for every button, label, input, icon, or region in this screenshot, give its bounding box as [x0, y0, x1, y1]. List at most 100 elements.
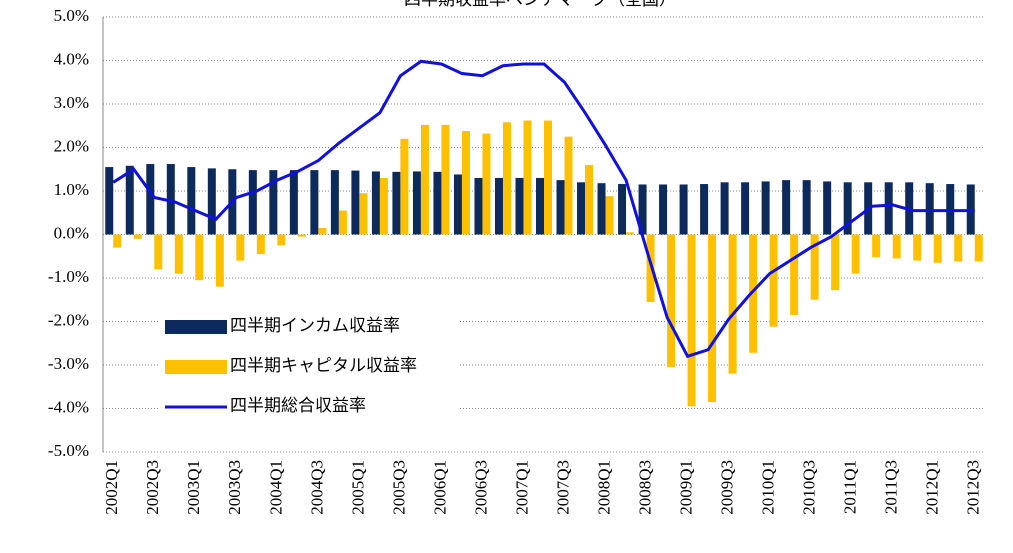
legend-swatch	[165, 360, 227, 374]
bar	[810, 234, 819, 300]
x-tick-label: 2011Q1	[841, 460, 860, 514]
bar	[954, 234, 963, 262]
bar	[605, 196, 614, 235]
bar	[166, 164, 175, 235]
x-tick-label: 2010Q1	[759, 460, 778, 515]
bar	[679, 184, 688, 235]
y-tick-label: 1.0%	[54, 180, 89, 199]
bar	[659, 184, 668, 235]
bar	[728, 234, 737, 374]
bar	[585, 164, 594, 235]
bar	[626, 232, 635, 235]
bar	[248, 170, 257, 235]
bar	[831, 234, 840, 291]
y-tick-label: 4.0%	[54, 49, 89, 68]
y-tick-label: 3.0%	[54, 93, 89, 112]
legend-label: 四半期キャピタル収益率	[230, 356, 417, 375]
bar	[577, 182, 586, 235]
x-tick-label: 2010Q3	[800, 460, 819, 515]
y-tick-label: -1.0%	[48, 267, 89, 286]
bar	[638, 184, 647, 235]
x-tick-label: 2012Q3	[964, 460, 983, 515]
bar	[790, 234, 799, 315]
bar	[420, 124, 429, 235]
bar	[618, 184, 627, 235]
bar	[297, 234, 306, 237]
bar	[338, 210, 347, 235]
x-tick-label: 2011Q3	[882, 460, 901, 514]
x-tick-label: 2003Q1	[184, 460, 203, 515]
x-tick-label: 2004Q1	[266, 460, 285, 515]
bar	[708, 234, 717, 402]
bar	[400, 138, 409, 235]
bar	[207, 168, 216, 235]
line	[112, 59, 975, 359]
bar	[474, 177, 483, 235]
bar	[441, 124, 450, 235]
bar	[154, 234, 163, 270]
bar	[195, 234, 204, 281]
bar	[236, 234, 245, 261]
legend-label: 四半期インカム収益率	[230, 316, 400, 335]
x-tick-label: 2004Q3	[307, 460, 326, 515]
bar	[523, 120, 532, 235]
bar	[892, 234, 901, 259]
bar	[482, 133, 491, 235]
bar	[974, 234, 983, 262]
bar	[359, 193, 368, 235]
bar	[544, 120, 552, 235]
y-tick-label: -4.0%	[48, 397, 89, 416]
x-tick-label: 2005Q3	[389, 460, 408, 515]
chart-title: 四半期収益率ベンチマーク（全国）	[404, 0, 676, 9]
bar	[105, 167, 114, 235]
y-tick-label: -3.0%	[48, 354, 89, 373]
bar	[564, 136, 573, 235]
x-tick-label: 2006Q3	[471, 460, 490, 515]
bar	[412, 171, 421, 235]
bar	[741, 182, 750, 235]
y-tick-label: 0.0%	[54, 223, 89, 242]
bar	[502, 122, 511, 235]
x-tick-label: 2005Q1	[348, 460, 367, 515]
bar	[277, 234, 286, 246]
bar	[330, 170, 339, 235]
bar	[269, 170, 278, 235]
bar	[872, 234, 881, 258]
y-tick-label: 5.0%	[54, 6, 89, 25]
bar	[761, 181, 770, 235]
bar	[494, 177, 503, 235]
x-tick-label: 2002Q1	[102, 460, 121, 515]
x-tick-label: 2009Q3	[718, 460, 737, 515]
legend-swatch	[165, 320, 227, 334]
bar	[597, 183, 606, 235]
bar	[318, 227, 327, 235]
x-tick-label: 2007Q3	[553, 460, 572, 515]
bar	[146, 164, 155, 235]
bar	[379, 177, 388, 235]
bar	[392, 171, 401, 235]
bar	[187, 167, 196, 235]
bar	[215, 234, 224, 287]
bar	[515, 177, 524, 235]
bar	[823, 181, 832, 235]
bar	[720, 182, 729, 235]
bar	[913, 234, 922, 261]
x-tick-label: 2007Q1	[512, 460, 531, 515]
x-tick-label: 2012Q1	[923, 460, 942, 515]
bar	[769, 234, 778, 327]
bar	[133, 234, 142, 239]
bar	[782, 180, 791, 235]
bar	[925, 183, 934, 235]
y-tick-label: 2.0%	[54, 136, 89, 155]
bar	[113, 234, 122, 248]
bar	[933, 234, 942, 263]
bar	[351, 170, 360, 235]
bar	[256, 234, 265, 255]
x-tick-label: 2006Q1	[430, 460, 449, 515]
bar	[289, 170, 298, 235]
y-tick-label: -5.0%	[48, 441, 89, 460]
bar	[556, 180, 565, 235]
bar	[749, 234, 758, 353]
